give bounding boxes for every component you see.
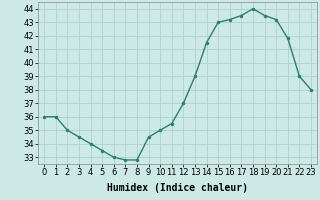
X-axis label: Humidex (Indice chaleur): Humidex (Indice chaleur) — [107, 183, 248, 193]
